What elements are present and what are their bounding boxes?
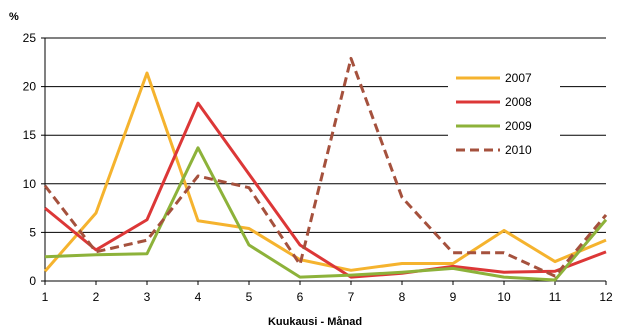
x-tick-labels: 1 2 3 4 5 6 7 8 9 10 11 12 <box>42 281 613 304</box>
series-line-2009 <box>44 146 608 282</box>
x-tick-label: 1 <box>42 290 49 304</box>
x-tick-label: 7 <box>348 290 355 304</box>
x-tick-label: 11 <box>549 290 562 304</box>
y-tick-label: 25 <box>23 31 37 45</box>
x-tick-label: 9 <box>450 290 457 304</box>
x-axis-label: Kuukausi - Månad <box>268 316 362 328</box>
x-tick-label: 4 <box>195 290 202 304</box>
x-tick-label: 6 <box>297 290 304 304</box>
axes <box>44 38 606 282</box>
series-line-2007 <box>43 71 607 273</box>
legend-label-2008: 2008 <box>505 95 532 109</box>
y-axis-unit: % <box>9 11 19 23</box>
legend-label-2009: 2009 <box>505 119 532 133</box>
y-tick-label: 5 <box>29 225 36 239</box>
legend-label-2007: 2007 <box>505 71 532 85</box>
y-tick-label: 15 <box>23 128 37 142</box>
series-lines <box>43 56 608 282</box>
series-line-2010 <box>43 56 608 278</box>
x-tick-label: 3 <box>144 290 151 304</box>
x-tick-label: 5 <box>246 290 253 304</box>
series-line-2008 <box>44 101 607 279</box>
x-tick-label: 10 <box>497 290 511 304</box>
legend-label-2010: 2010 <box>505 143 532 157</box>
x-tick-label: 12 <box>599 290 613 304</box>
y-tick-labels: 0 5 10 15 20 25 <box>23 31 37 288</box>
y-tick-label: 20 <box>23 80 37 94</box>
x-tick-label: 8 <box>399 290 406 304</box>
y-tick-label: 0 <box>29 274 36 288</box>
x-tick-label: 2 <box>93 290 100 304</box>
legend: 2007 2008 2009 2010 <box>448 62 560 162</box>
y-tick-label: 10 <box>23 177 37 191</box>
